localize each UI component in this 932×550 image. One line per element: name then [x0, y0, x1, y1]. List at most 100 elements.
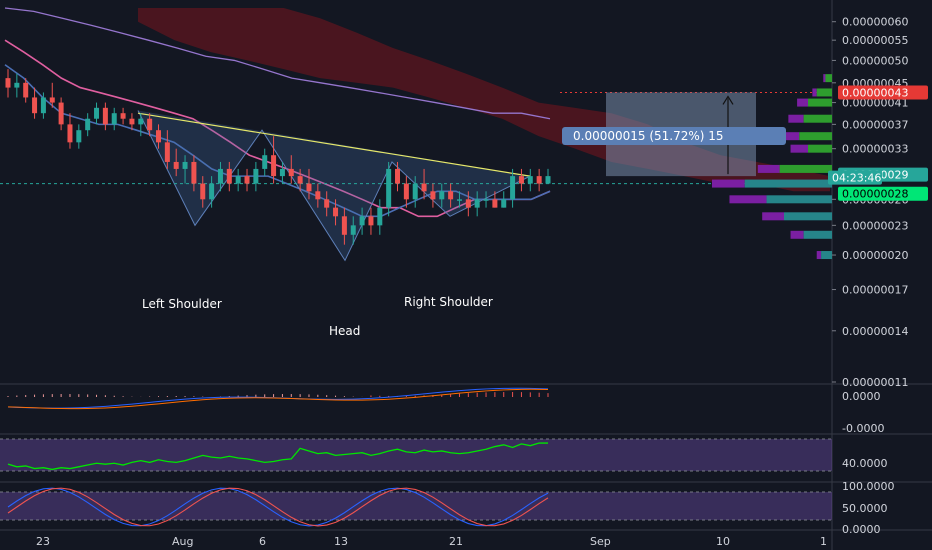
- candle: [209, 176, 215, 208]
- candle: [155, 124, 161, 149]
- candle-body: [58, 102, 64, 125]
- candle: [58, 97, 64, 131]
- candle: [164, 130, 170, 169]
- candle-body: [217, 168, 223, 184]
- macd-tick-label: 0.0000: [842, 390, 881, 403]
- candle-body: [279, 168, 285, 177]
- candle: [359, 207, 365, 235]
- candle: [395, 161, 401, 192]
- candle-body: [483, 199, 489, 201]
- time-tick-label: 23: [36, 535, 50, 548]
- candle: [23, 78, 29, 103]
- candle: [94, 102, 100, 125]
- volume-profile-down: [729, 195, 767, 204]
- stoch-tick-label: 100.0000: [842, 480, 895, 493]
- rsi-pane: 40.0000: [0, 438, 888, 472]
- candle: [501, 191, 507, 208]
- price-tag-label: 04:23:46: [832, 172, 881, 185]
- volume-profile-up: [766, 195, 832, 204]
- time-tick-label: 10: [716, 535, 730, 548]
- price-tick-label: 0.00000050: [842, 54, 908, 67]
- candle-body: [306, 183, 312, 192]
- candle: [40, 92, 46, 119]
- candle: [262, 148, 268, 177]
- volume-profile-down: [712, 179, 745, 188]
- pattern-label-right-shoulder: Right Shoulder: [404, 295, 493, 309]
- candle-body: [377, 207, 383, 226]
- volume-profile-down: [790, 230, 804, 239]
- candle: [350, 216, 356, 245]
- candle-body: [94, 107, 100, 119]
- candle: [217, 161, 223, 192]
- candle-body: [536, 176, 542, 184]
- volume-profile-up: [803, 114, 832, 123]
- volume-profile-down: [816, 251, 822, 260]
- candle-body: [386, 168, 392, 208]
- candle: [421, 168, 427, 200]
- candle: [138, 113, 144, 137]
- price-tag-label: 0.00000043: [842, 86, 908, 99]
- time-tick-label: 6: [259, 535, 266, 548]
- candle: [306, 168, 312, 200]
- time-tick-label: Sep: [590, 535, 611, 548]
- stoch-band: [0, 492, 832, 520]
- candle-body: [164, 142, 170, 162]
- candle-body: [403, 183, 409, 200]
- price-tick-label: 0.00000041: [842, 97, 908, 110]
- candle: [333, 199, 339, 226]
- candle-body: [324, 199, 330, 208]
- macd-pane: 0.0000 -0.0000: [7, 387, 884, 435]
- candle-body: [129, 118, 135, 125]
- candle: [49, 82, 55, 108]
- candle: [182, 155, 188, 184]
- price-tag-bg: [838, 85, 928, 100]
- candle: [377, 199, 383, 235]
- price-tag-bg: [828, 170, 882, 185]
- candle-body: [448, 191, 454, 200]
- candle: [32, 87, 38, 119]
- macd-signal-line: [7, 388, 549, 410]
- candle-body: [421, 183, 427, 192]
- price-tag-bg: [838, 186, 928, 201]
- volume-profile-down: [757, 164, 780, 173]
- candle: [67, 113, 73, 149]
- volume-profile-up: [816, 88, 832, 97]
- price-tick-label: 0.00000014: [842, 325, 908, 338]
- volume-profile-down: [762, 212, 784, 221]
- candle-body: [111, 113, 117, 125]
- volume-profile-up: [808, 98, 832, 107]
- candle-body: [138, 118, 144, 125]
- candle: [102, 102, 108, 131]
- candle: [368, 207, 374, 235]
- candle: [403, 176, 409, 208]
- volume-profile-down: [788, 114, 804, 123]
- candle: [297, 168, 303, 192]
- candle-body: [395, 168, 401, 184]
- price-tick-label: 0.00000023: [842, 219, 908, 232]
- candle: [324, 191, 330, 217]
- stoch-d-line: [7, 487, 549, 527]
- price-tick-label: 0.00000011: [842, 376, 908, 389]
- candle-body: [32, 97, 38, 114]
- candle-body: [456, 199, 462, 201]
- candle-body: [85, 118, 91, 131]
- candle-body: [244, 176, 250, 184]
- time-tick-label: 21: [449, 535, 463, 548]
- candle: [244, 168, 250, 192]
- volume-profile-down: [823, 74, 826, 83]
- price-tick-label: 0.00000017: [842, 284, 908, 297]
- candle-body: [23, 82, 29, 98]
- volume-profile-up: [808, 144, 832, 153]
- candle: [386, 161, 392, 217]
- candle-body: [341, 216, 347, 235]
- pattern-fill: [138, 110, 530, 261]
- volume-profile-up: [821, 251, 832, 260]
- candle: [518, 168, 524, 192]
- candle: [200, 176, 206, 208]
- volume-profile-up: [825, 74, 832, 83]
- pattern-label-left-shoulder: Left Shoulder: [142, 297, 222, 311]
- candle: [85, 113, 91, 137]
- candle: [173, 148, 179, 177]
- volume-profile-down: [790, 144, 808, 153]
